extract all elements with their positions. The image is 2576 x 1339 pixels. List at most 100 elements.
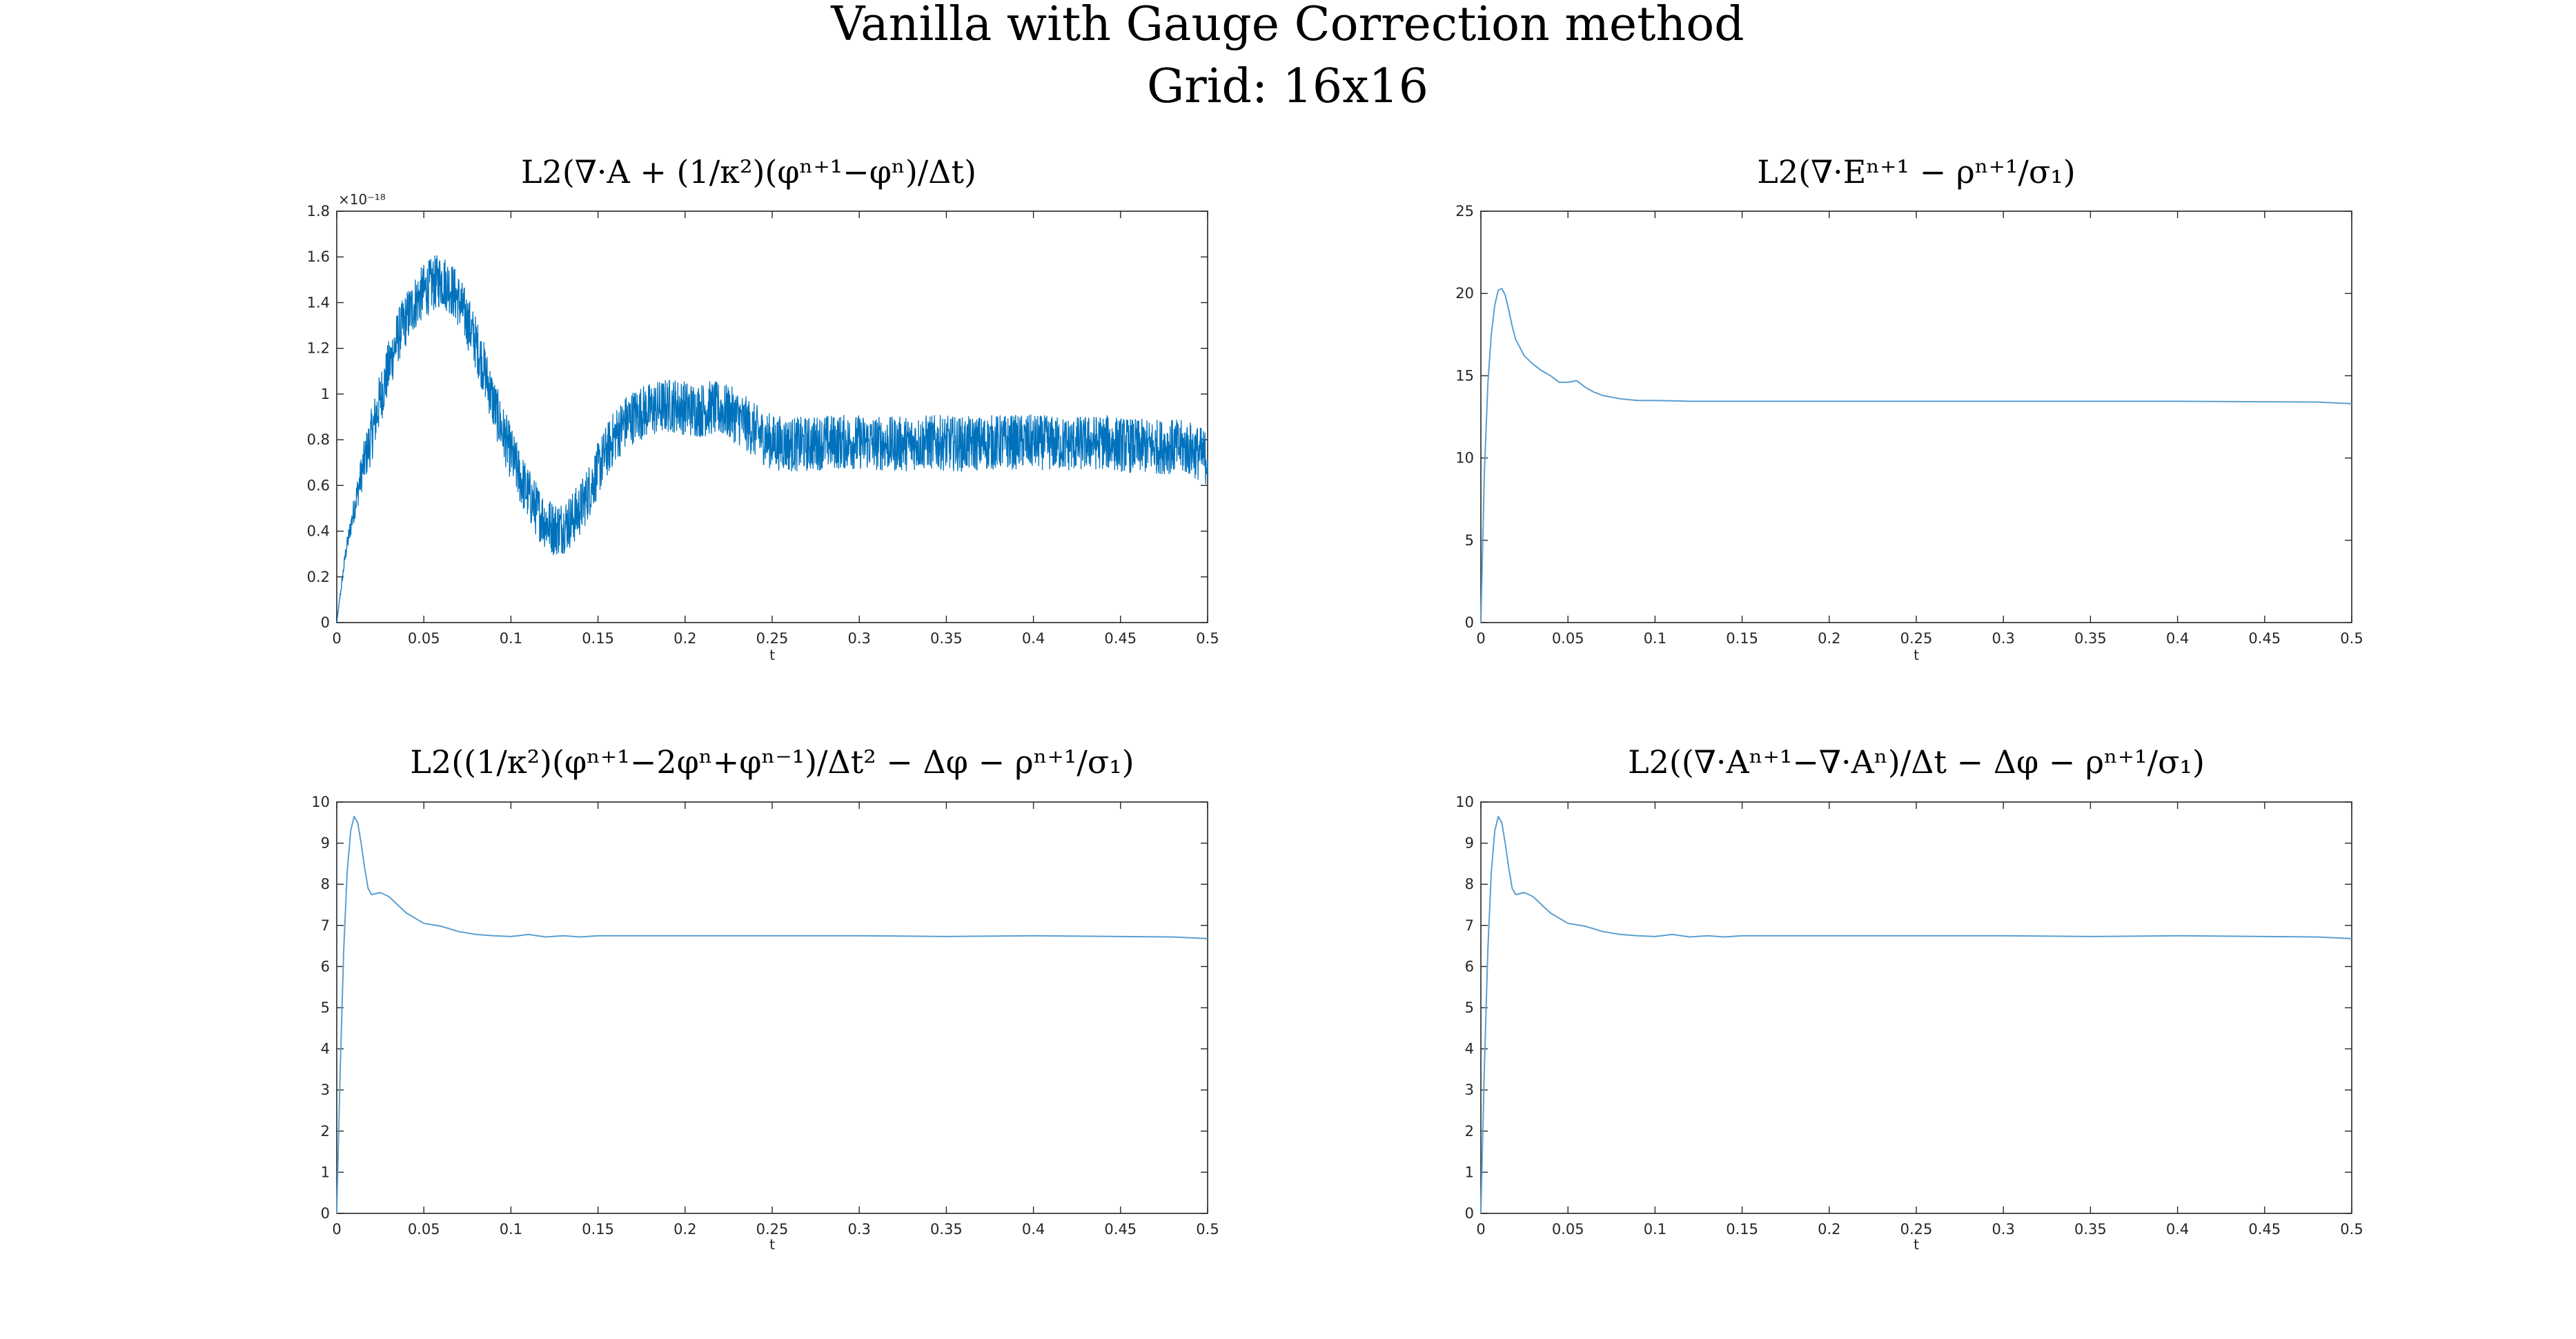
subplot-4-frame (1480, 801, 2352, 1214)
subplot-3: L2((1/κ²)(φⁿ⁺¹−2φⁿ+φⁿ⁻¹)/Δt² − Δφ − ρⁿ⁺¹… (311, 743, 1219, 1253)
y-tick-label: 20 (1455, 285, 1474, 302)
x-tick-label: 0.25 (1900, 630, 1933, 647)
x-tick-label: 0.1 (1644, 1221, 1666, 1238)
x-tick-label: 0 (1476, 1221, 1485, 1238)
y-tick-label: 1.4 (307, 294, 330, 311)
subplot-2-xlabel: t (1914, 647, 1919, 663)
x-tick-label: 0.2 (674, 630, 696, 647)
x-tick-label: 0.45 (2248, 630, 2281, 647)
subplot-1-title: L2(∇·A + (1/κ²)(φⁿ⁺¹−φⁿ)/Δt) (521, 153, 976, 190)
y-tick-label: 0 (321, 614, 330, 631)
y-tick-label: 8 (1465, 876, 1474, 892)
x-tick-label: 0.45 (2248, 1221, 2281, 1238)
y-tick-label: 6 (321, 958, 330, 975)
subplot-3-xlabel: t (769, 1236, 775, 1253)
subplot-3-ticks: 0 0.05 0.1 0.15 0.2 0.25 0.3 0.35 0.4 0.45 0.5 0 1 2 3… (311, 794, 1219, 1238)
y-tick-label: 1 (321, 1164, 330, 1180)
y-tick-label: 0 (1465, 614, 1474, 631)
subplot-1-exponent-label: ×10⁻¹⁸ (338, 191, 386, 208)
y-tick-label: 0.8 (307, 431, 330, 448)
x-tick-label: 0.05 (408, 1221, 440, 1238)
y-tick-label: 0 (1465, 1205, 1474, 1222)
x-tick-label: 0.3 (1992, 1221, 2014, 1238)
x-tick-label: 0 (332, 1221, 341, 1238)
y-tick-label: 0 (321, 1205, 330, 1222)
x-tick-label: 0.1 (500, 1221, 522, 1238)
x-tick-label: 0.25 (1900, 1221, 1933, 1238)
y-tick-label: 3 (1465, 1082, 1474, 1098)
subplot-2-frame (1480, 211, 2352, 623)
x-tick-label: 0.05 (1552, 1221, 1584, 1238)
x-tick-label: 0.25 (756, 1221, 789, 1238)
y-tick-label: 4 (1465, 1041, 1474, 1057)
x-tick-label: 0.4 (1022, 630, 1045, 647)
y-tick-label: 7 (321, 917, 330, 934)
series-line-1-1 (336, 255, 1208, 623)
y-tick-label: 9 (1465, 835, 1474, 852)
x-tick-label: 0.15 (1726, 1221, 1758, 1238)
y-tick-label: 5 (321, 999, 330, 1016)
x-tick-label: 0.4 (1022, 1221, 1045, 1238)
subplot-1-ticks: 0 0.05 0.1 0.15 0.2 0.25 0.3 0.35 0.4 0.45 0.5 0 0.2… (307, 203, 1219, 647)
x-tick-label: 0.4 (2166, 630, 2189, 647)
y-tick-label: 1 (1465, 1164, 1474, 1180)
y-tick-label: 0.2 (307, 569, 330, 585)
x-tick-label: 0.1 (500, 630, 522, 647)
subplot-3-title: L2((1/κ²)(φⁿ⁺¹−2φⁿ+φⁿ⁻¹)/Δt² − Δφ − ρⁿ⁺¹… (410, 743, 1134, 781)
x-tick-label: 0.2 (1818, 630, 1840, 647)
x-tick-label: 0.45 (1104, 1221, 1137, 1238)
y-tick-label: 1.2 (307, 340, 330, 357)
x-tick-label: 0.3 (847, 630, 870, 647)
y-tick-label: 5 (1465, 999, 1474, 1016)
y-tick-label: 3 (321, 1082, 330, 1098)
y-tick-label: 10 (311, 794, 330, 810)
subplot-4-xlabel: t (1914, 1236, 1919, 1253)
subplot-4-series (1480, 815, 2352, 1214)
y-tick-label: 1 (321, 386, 330, 402)
subplot-2: L2(∇·Eⁿ⁺¹ − ρⁿ⁺¹/σ₁) 0 0.05 0.1 0.15 0.2 0.25… (1455, 153, 2363, 663)
x-tick-label: 0.5 (1196, 1221, 1219, 1238)
x-tick-label: 0 (332, 630, 341, 647)
series-line-3-1 (336, 815, 1208, 1214)
x-tick-label: 0.35 (930, 630, 963, 647)
y-tick-label: 10 (1455, 794, 1474, 810)
x-tick-label: 0 (1476, 630, 1485, 647)
y-tick-label: 2 (321, 1123, 330, 1140)
x-tick-label: 0.45 (1104, 630, 1137, 647)
y-tick-label: 4 (321, 1041, 330, 1057)
subplot-3-series (336, 815, 1208, 1214)
y-tick-label: 25 (1455, 203, 1474, 219)
subplot-2-ticks: 0 0.05 0.1 0.15 0.2 0.25 0.3 0.35 0.4 0.45 0.5 0 5 10… (1455, 203, 2363, 647)
x-tick-label: 0.2 (1818, 1221, 1840, 1238)
x-tick-label: 0.25 (756, 630, 789, 647)
figure-title-line2: Grid: 16x16 (1147, 59, 1428, 114)
y-tick-label: 1.6 (307, 248, 330, 265)
x-tick-label: 0.5 (2340, 1221, 2363, 1238)
subplot-4-title: L2((∇·Aⁿ⁺¹−∇·Aⁿ)/Δt − Δφ − ρⁿ⁺¹/σ₁) (1628, 743, 2205, 781)
subplot-3-frame (336, 801, 1208, 1214)
x-tick-label: 0.35 (930, 1221, 963, 1238)
y-tick-label: 9 (321, 835, 330, 852)
x-tick-label: 0.05 (1552, 630, 1584, 647)
x-tick-label: 0.4 (2166, 1221, 2189, 1238)
x-tick-label: 0.3 (1992, 630, 2014, 647)
y-tick-label: 6 (1465, 958, 1474, 975)
subplot-1-xlabel: t (769, 647, 775, 663)
series-line-2-1 (1480, 288, 2352, 623)
y-tick-label: 0.4 (307, 523, 330, 540)
subplot-1-series (336, 255, 1208, 623)
x-tick-label: 0.35 (2074, 1221, 2107, 1238)
x-tick-label: 0.5 (1196, 630, 1219, 647)
subplot-2-series (1480, 288, 2352, 623)
x-tick-label: 0.2 (674, 1221, 696, 1238)
x-tick-label: 0.1 (1644, 630, 1666, 647)
x-tick-label: 0.35 (2074, 630, 2107, 647)
y-tick-label: 7 (1465, 917, 1474, 934)
x-tick-label: 0.3 (847, 1221, 870, 1238)
figure-title-line1: Vanilla with Gauge Correction method (830, 0, 1744, 52)
subplot-2-title: L2(∇·Eⁿ⁺¹ − ρⁿ⁺¹/σ₁) (1757, 153, 2075, 190)
x-tick-label: 0.15 (1726, 630, 1758, 647)
y-tick-label: 10 (1455, 450, 1474, 467)
x-tick-label: 0.05 (408, 630, 440, 647)
